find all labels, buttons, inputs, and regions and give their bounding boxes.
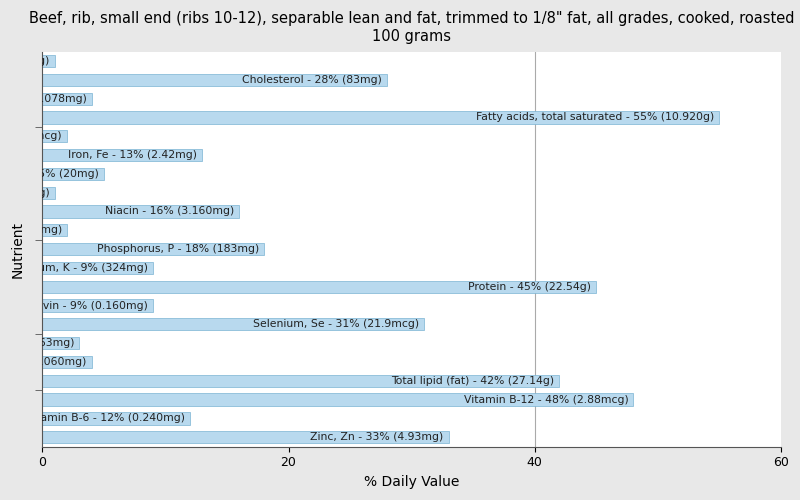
Bar xyxy=(42,168,104,180)
Text: Selenium, Se - 31% (21.9mcg): Selenium, Se - 31% (21.9mcg) xyxy=(253,320,419,330)
Title: Beef, rib, small end (ribs 10-12), separable lean and fat, trimmed to 1/8" fat, : Beef, rib, small end (ribs 10-12), separ… xyxy=(29,11,794,44)
Text: Potassium, K - 9% (324mg): Potassium, K - 9% (324mg) xyxy=(0,263,148,273)
Text: Phosphorus, P - 18% (183mg): Phosphorus, P - 18% (183mg) xyxy=(97,244,259,254)
Bar xyxy=(42,112,719,124)
Bar xyxy=(42,243,264,255)
Text: Calcium, Ca - 1% (13mg): Calcium, Ca - 1% (13mg) xyxy=(0,56,50,66)
Bar xyxy=(42,149,202,161)
Text: Manganese, Mn - 1% (0.014mg): Manganese, Mn - 1% (0.014mg) xyxy=(0,188,50,198)
Bar xyxy=(42,337,79,349)
Text: Cholesterol - 28% (83mg): Cholesterol - 28% (83mg) xyxy=(242,75,382,85)
Text: Folate, total - 2% (6mcg): Folate, total - 2% (6mcg) xyxy=(0,132,62,141)
Y-axis label: Nutrient: Nutrient xyxy=(11,220,25,278)
Text: Fatty acids, total saturated - 55% (10.920g): Fatty acids, total saturated - 55% (10.9… xyxy=(476,112,714,122)
Text: Vitamin B-6 - 12% (0.240mg): Vitamin B-6 - 12% (0.240mg) xyxy=(26,414,185,424)
Text: Sodium, Na - 3% (63mg): Sodium, Na - 3% (63mg) xyxy=(0,338,74,348)
Text: Thiamin - 4% (0.060mg): Thiamin - 4% (0.060mg) xyxy=(0,357,86,367)
Text: Niacin - 16% (3.160mg): Niacin - 16% (3.160mg) xyxy=(105,206,234,216)
Bar xyxy=(42,431,449,444)
Bar xyxy=(42,300,153,312)
Bar xyxy=(42,356,91,368)
Bar xyxy=(42,262,153,274)
Bar xyxy=(42,55,54,67)
Text: Zinc, Zn - 33% (4.93mg): Zinc, Zn - 33% (4.93mg) xyxy=(310,432,444,442)
Bar xyxy=(42,130,67,142)
Bar xyxy=(42,280,596,293)
Bar xyxy=(42,412,190,424)
Bar xyxy=(42,318,424,330)
Bar xyxy=(42,206,239,218)
Bar xyxy=(42,74,387,86)
X-axis label: % Daily Value: % Daily Value xyxy=(364,475,459,489)
Bar xyxy=(42,374,559,387)
Text: Total lipid (fat) - 42% (27.14g): Total lipid (fat) - 42% (27.14g) xyxy=(391,376,554,386)
Bar xyxy=(42,92,91,105)
Bar xyxy=(42,224,67,236)
Text: Protein - 45% (22.54g): Protein - 45% (22.54g) xyxy=(468,282,591,292)
Text: Magnesium, Mg - 5% (20mg): Magnesium, Mg - 5% (20mg) xyxy=(0,169,99,179)
Text: Iron, Fe - 13% (2.42mg): Iron, Fe - 13% (2.42mg) xyxy=(69,150,198,160)
Bar xyxy=(42,394,634,406)
Text: Copper, Cu - 4% (0.078mg): Copper, Cu - 4% (0.078mg) xyxy=(0,94,86,104)
Bar xyxy=(42,186,54,199)
Text: Riboflavin - 9% (0.160mg): Riboflavin - 9% (0.160mg) xyxy=(6,300,148,310)
Text: Vitamin B-12 - 48% (2.88mcg): Vitamin B-12 - 48% (2.88mcg) xyxy=(463,394,628,404)
Text: Pantothenic acid - 2% (0.240mg): Pantothenic acid - 2% (0.240mg) xyxy=(0,226,62,235)
